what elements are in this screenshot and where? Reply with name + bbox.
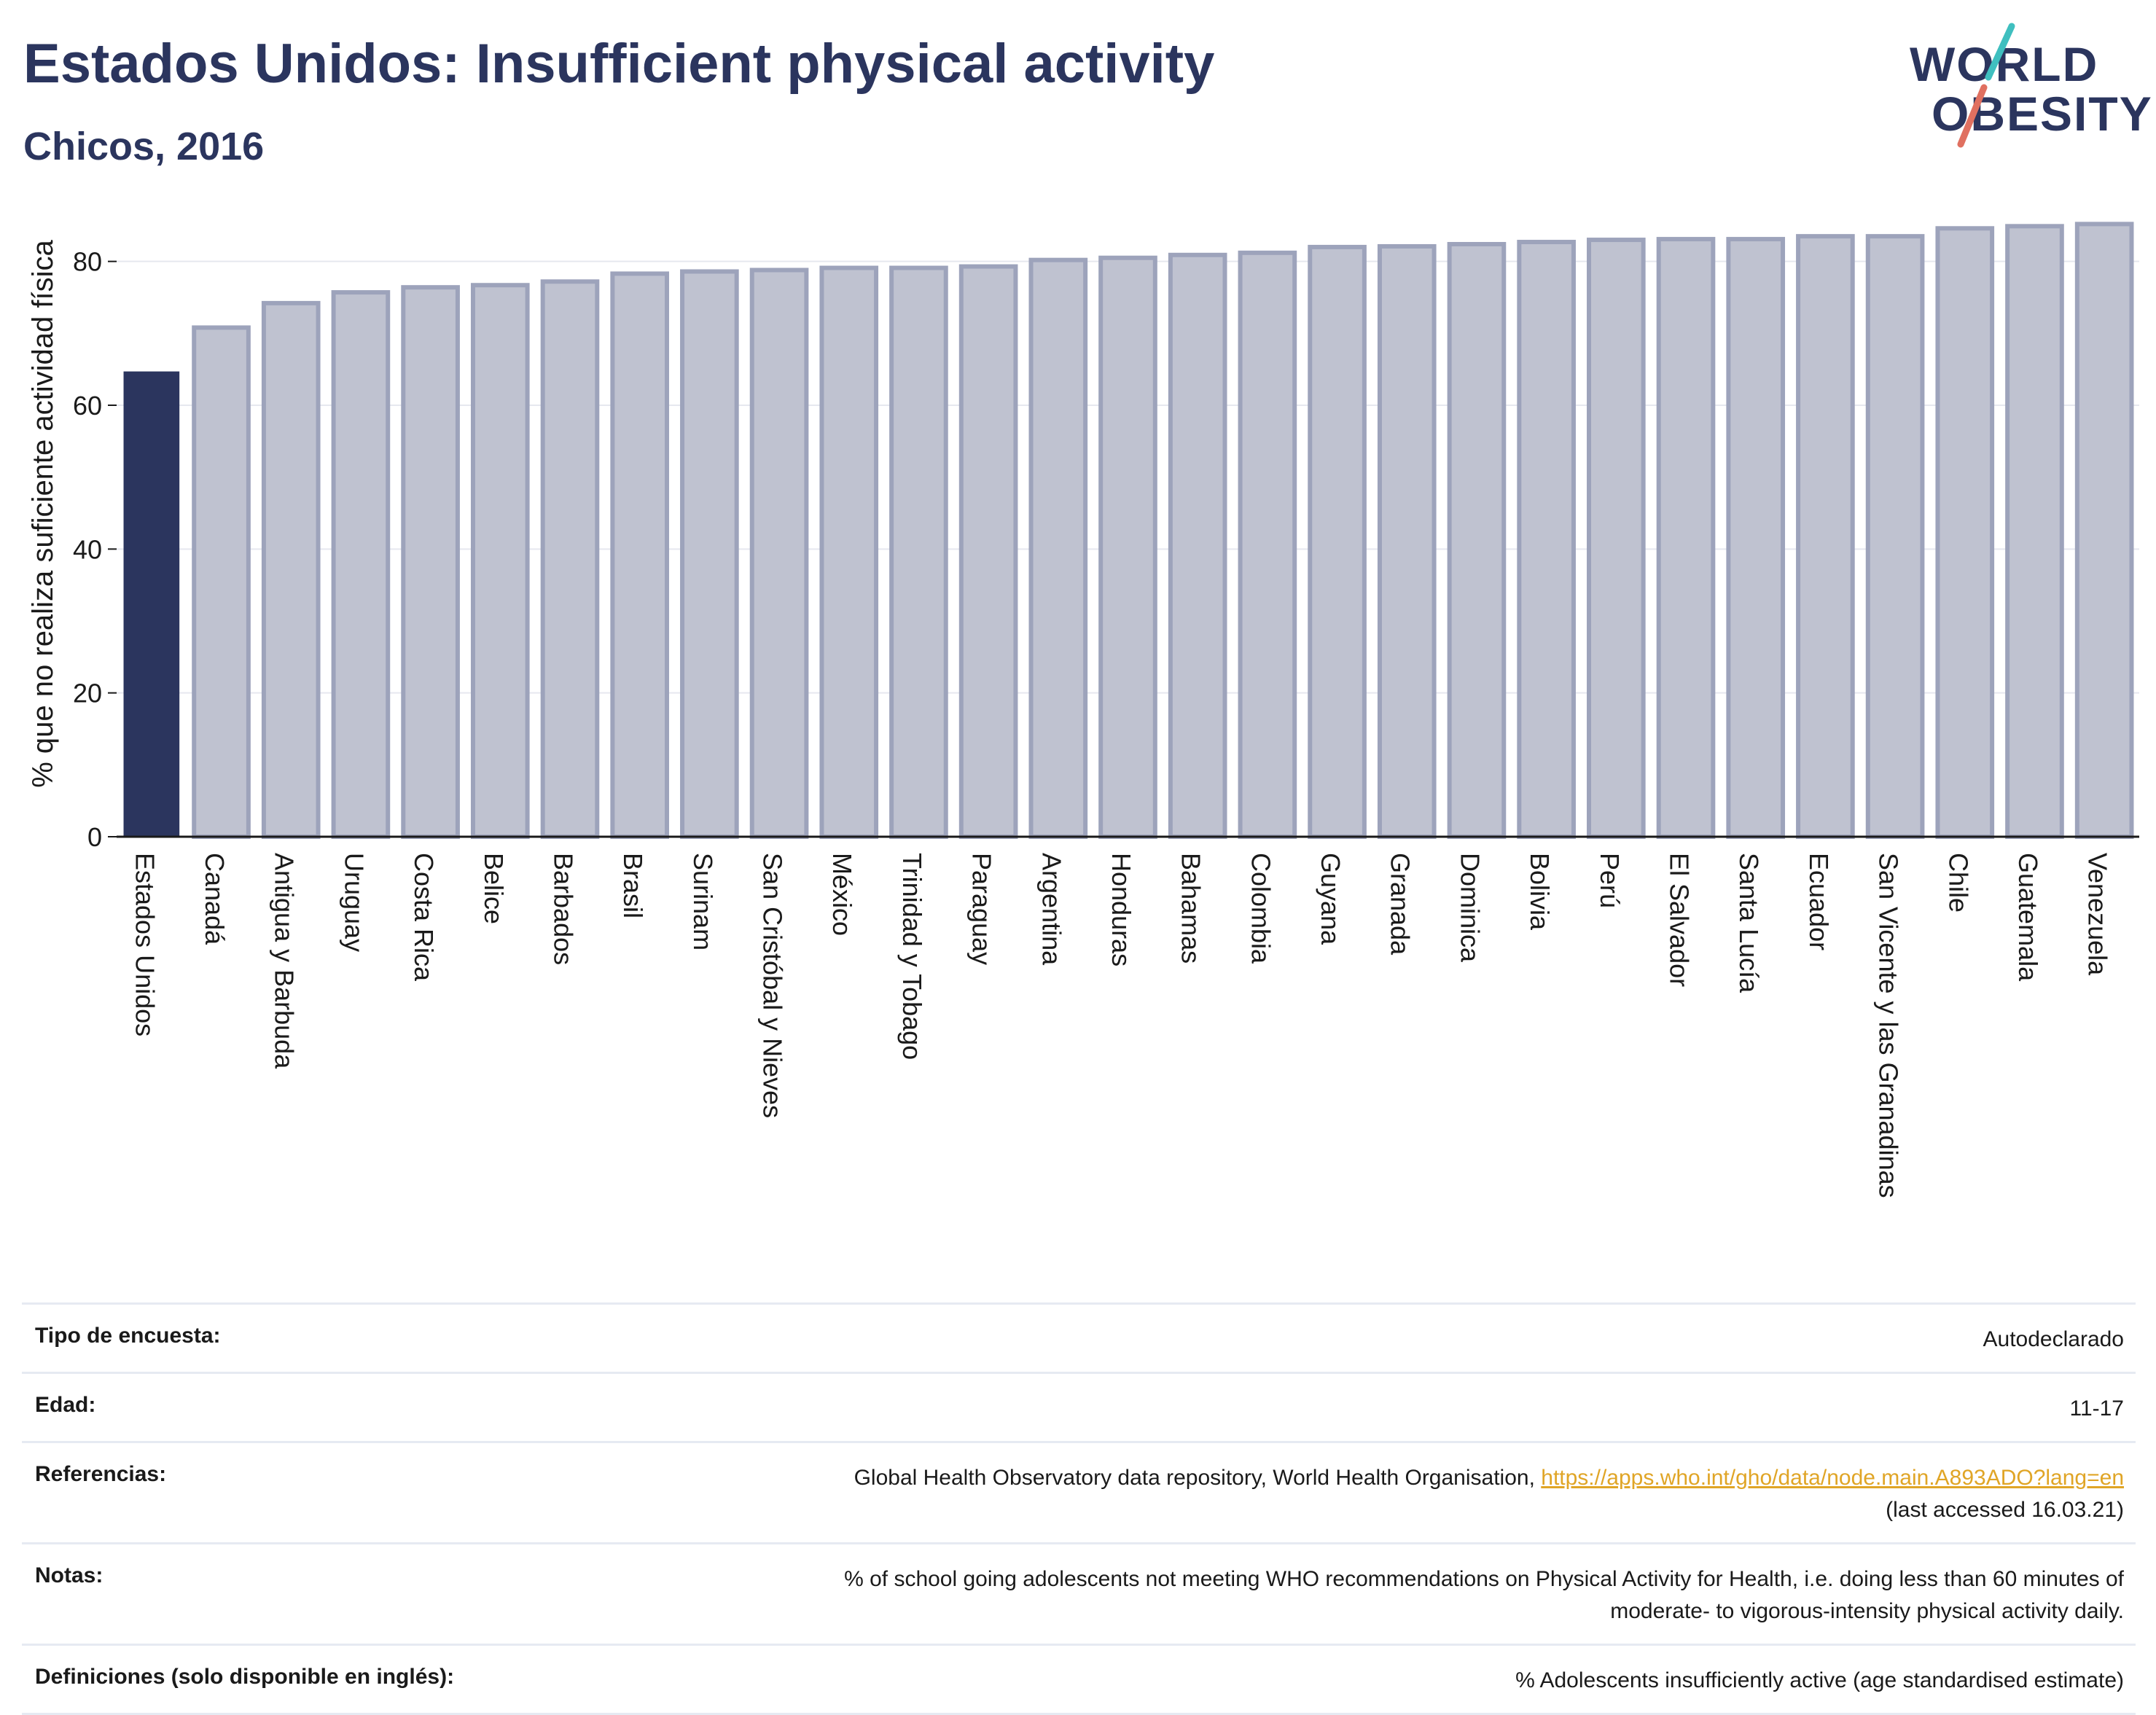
x-tick-label: Honduras — [1106, 853, 1136, 966]
info-label: Tipo de encuesta: — [35, 1324, 221, 1348]
info-row-definitions: Definiciones (solo disponible en inglés)… — [22, 1644, 2136, 1715]
bar-costa-rica — [401, 285, 460, 840]
bar-bahamas — [1168, 252, 1227, 839]
bar-dominica — [1447, 241, 1507, 839]
x-tick-label: El Salvador — [1665, 853, 1695, 987]
bar-estados-unidos — [123, 371, 180, 837]
bar-canadá — [192, 325, 251, 839]
bar-colombia — [1238, 250, 1297, 839]
category-labels: Estados Unidos Canadá Antigua y Barbuda Uru… — [130, 853, 2112, 1198]
info-value: Autodeclarado — [1983, 1327, 2124, 1351]
bar-antigua-y-barbuda — [261, 300, 321, 840]
x-tick-label: Perú — [1595, 853, 1625, 908]
y-axis-label: % que no realiza suficiente actividad fí… — [27, 239, 59, 787]
x-tick-label: Paraguay — [967, 853, 997, 965]
bar-granada — [1377, 243, 1437, 839]
bar-san-cristóbal-y-nieves — [749, 267, 809, 839]
x-tick-label: Argentina — [1036, 853, 1066, 966]
bars — [123, 222, 2134, 840]
x-tick-label: Granada — [1386, 853, 1415, 956]
notes-line-1: % of school going adolescents not meetin… — [844, 1567, 2124, 1591]
bar-guatemala — [2005, 224, 2064, 839]
y-tick-label: 60 — [73, 391, 102, 421]
x-tick-label: Brasil — [618, 853, 648, 918]
x-tick-label: Uruguay — [339, 853, 369, 952]
y-tick-label: 80 — [73, 247, 102, 277]
x-tick-label: Barbados — [548, 853, 578, 965]
x-tick-label: Guyana — [1316, 853, 1345, 945]
x-tick-label: México — [827, 853, 857, 936]
bar-argentina — [1028, 257, 1088, 839]
x-tick-label: Antigua y Barbuda — [270, 853, 300, 1069]
bar-ecuador — [1796, 234, 1855, 839]
bar-chile — [1935, 226, 1995, 839]
bar-guyana — [1308, 244, 1367, 839]
y-tick-label: 0 — [87, 822, 102, 852]
y-tick-label: 40 — [73, 534, 102, 564]
bar-honduras — [1098, 255, 1157, 839]
reference-text: Global Health Observatory data repositor… — [854, 1466, 1535, 1490]
bar-perú — [1587, 238, 1646, 840]
info-label: Edad: — [35, 1393, 96, 1417]
y-tick-label: 20 — [73, 679, 102, 708]
bar-brasil — [610, 271, 669, 839]
x-tick-label: Venezuela — [2083, 853, 2113, 976]
x-tick-label: Estados Unidos — [130, 853, 160, 1036]
bar-venezuela — [2074, 222, 2134, 839]
info-row-age: Edad: 11-17 — [22, 1372, 2136, 1441]
info-label: Referencias: — [35, 1462, 167, 1486]
reference-link[interactable]: https://apps.who.int/gho/data/node.main.… — [1541, 1466, 2124, 1490]
notes-line-2: moderate- to vigorous-intensity physical… — [1610, 1599, 2124, 1623]
world-obesity-logo: WORLD OBESITY — [1902, 22, 2152, 153]
axes: 0 20 40 60 80 — [73, 247, 2139, 852]
x-tick-label: Canadá — [200, 853, 230, 945]
info-row-survey-type: Tipo de encuesta: Autodeclarado — [22, 1302, 2136, 1372]
x-tick-label: San Cristóbal y Nieves — [758, 853, 788, 1118]
bar-paraguay — [958, 264, 1018, 840]
x-tick-label: Guatemala — [2013, 853, 2043, 982]
chart-title: Estados Unidos: Insufficient physical ac… — [23, 33, 1215, 95]
bar-barbados — [540, 279, 600, 839]
bar-chart: 0 20 40 60 80 Estados Unidos Canadá Antigua y … — [27, 222, 2139, 1198]
bar-san-vicente-y-las-granadinas — [1865, 234, 1925, 839]
bar-méxico — [819, 265, 879, 839]
x-tick-label: Dominica — [1455, 853, 1485, 963]
info-row-references: Referencias: Global Health Observatory d… — [22, 1441, 2136, 1542]
bar-surinam — [680, 269, 739, 840]
info-label: Definiciones (solo disponible en inglés)… — [35, 1665, 455, 1689]
logo-slash-icon — [1957, 23, 2015, 148]
x-tick-label: Bahamas — [1176, 853, 1206, 964]
info-table: Tipo de encuesta: Autodeclarado Edad: 11… — [22, 1302, 2136, 1715]
chart-subtitle: Chicos, 2016 — [23, 125, 265, 168]
x-tick-label: Costa Rica — [409, 853, 439, 982]
bar-belice — [470, 283, 530, 839]
info-row-notes: Notas: % of school going adolescents not… — [22, 1542, 2136, 1644]
x-tick-label: Chile — [1943, 853, 1973, 913]
bar-trinidad-y-tobago — [889, 265, 948, 839]
info-value: % Adolescents insufficiently active (age… — [1515, 1668, 2124, 1692]
x-tick-label: San Vicente y las Granadinas — [1874, 853, 1904, 1198]
x-tick-label: Santa Lucía — [1734, 853, 1764, 993]
x-tick-label: Surinam — [688, 853, 718, 950]
x-tick-label: Ecuador — [1804, 853, 1834, 950]
info-value: 11-17 — [2069, 1396, 2124, 1421]
info-value: Global Health Observatory data repositor… — [854, 1462, 2136, 1526]
reference-accessed: (last accessed 16.03.21) — [1886, 1498, 2124, 1522]
bar-santa-lucía — [1726, 237, 1786, 839]
x-tick-label: Bolivia — [1525, 853, 1555, 931]
info-label: Notas: — [35, 1563, 103, 1587]
x-tick-label: Trinidad y Tobago — [897, 853, 927, 1060]
x-tick-label: Colombia — [1246, 853, 1276, 964]
bar-bolivia — [1517, 240, 1576, 839]
bar-el-salvador — [1656, 237, 1716, 839]
bar-uruguay — [331, 290, 391, 839]
info-value: % of school going adolescents not meetin… — [844, 1563, 2136, 1628]
x-tick-label: Belice — [479, 853, 509, 924]
